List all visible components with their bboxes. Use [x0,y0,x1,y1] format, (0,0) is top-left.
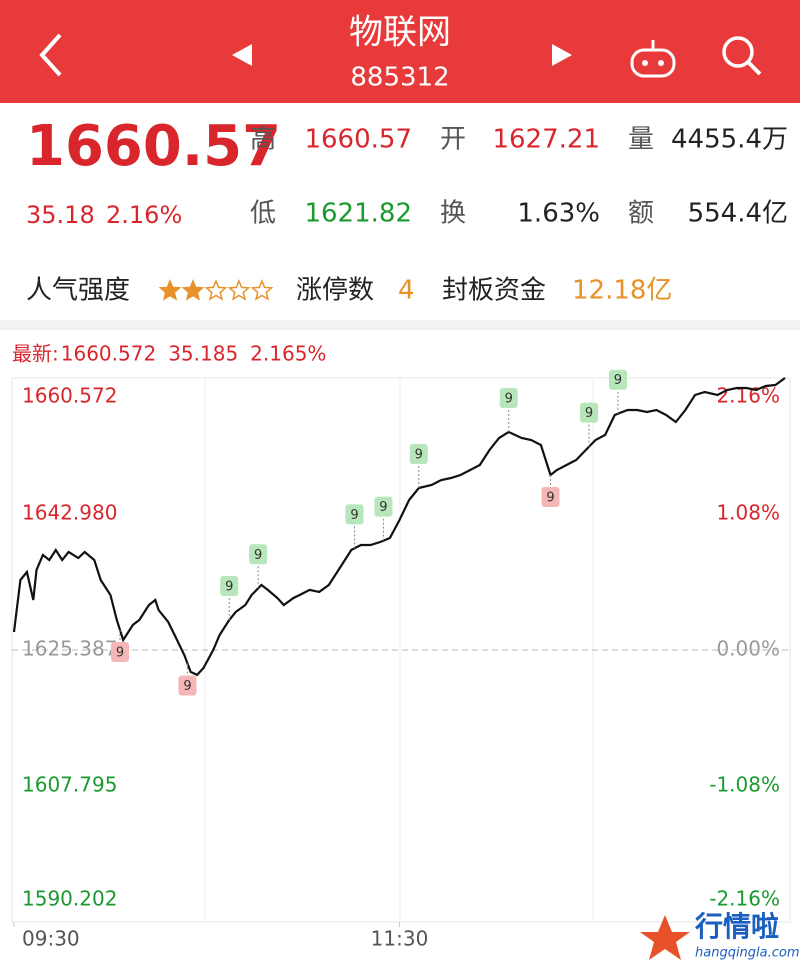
seal-fund-value: 12.18亿 [572,276,672,306]
star [181,279,205,301]
annotation-badge [374,496,393,517]
annotation-badge [345,504,364,525]
y2-tick-label: -1.08% [709,773,780,797]
stat-value: 1660.57 [304,125,412,155]
stat-value: 1.63% [517,199,600,229]
stat-label: 低 [250,199,276,229]
annotation-badge [608,369,627,390]
annotation-text: 9 [254,548,262,563]
stat-label: 量 [628,125,654,155]
star [158,279,182,301]
search-icon[interactable] [722,36,762,76]
stars [158,279,274,301]
latest-change: 35.185 [168,342,238,366]
latest-price: 1660.572 [61,342,156,366]
header-code: 885312 [350,63,449,93]
annotation-text: 9 [546,491,554,506]
watermark-name: 行情啦 [694,910,779,943]
annotation-text: 9 [585,406,593,421]
annotation-text: 9 [183,679,191,694]
annotation-badge [499,387,518,408]
next-button[interactable] [552,44,572,66]
stat-value: 1621.82 [304,199,412,229]
watermark-site: hangqingla.com [695,946,800,961]
annotation-badge [220,575,239,596]
latest-label: 最新: [12,342,59,366]
annotation-text: 9 [415,448,423,463]
x-tick-label: 09:30 [22,927,80,951]
annotation-badge [541,487,560,508]
annotation-text: 9 [116,645,124,660]
stats: 高 1660.57 开 1627.21 量 4455.4万低 1621.82 换 1.63% 额 5… [250,125,788,229]
stat-label: 换 [440,199,466,229]
star [250,279,274,301]
star [204,279,228,301]
y2-tick-label: 0.00% [716,637,780,661]
annotation-badge [580,402,599,423]
annotation-text: 9 [505,391,513,406]
y-tick-label: 1590.202 [22,887,117,911]
x-tick-label: 11:30 [371,927,429,951]
annotation-badge [249,544,268,565]
price: 1660.57 [26,114,281,179]
change-pct: 2.16% [106,201,182,229]
stat-label: 额 [628,199,654,229]
header-title: 物联网 [349,13,451,53]
annotation-badge [111,641,130,662]
robot-icon[interactable] [630,40,676,78]
y-tick-label: 1607.795 [22,772,117,796]
back-button[interactable] [39,33,62,77]
stat-label: 高 [250,125,276,155]
change: 35.18 [26,201,95,229]
watermark: 行情啦 hangqingla.com [640,910,800,961]
y-tick-label: 1625.387 [22,637,117,661]
seal-fund-label: 封板资金 [442,276,546,306]
annotation-text: 9 [225,579,233,594]
latest-info: 最新: 1660.572 35.185 2.165% [12,342,326,366]
annotation-badge [409,444,428,465]
price-line [12,377,786,677]
stat-value: 554.4亿 [688,199,788,229]
star [227,279,251,301]
limit-up-value: 4 [398,276,415,306]
annotation-text: 9 [379,500,387,515]
y2-tick-label: 2.16% [716,384,780,408]
stat-value: 4455.4万 [671,125,788,155]
annotation-text: 9 [614,373,622,388]
latest-pct: 2.165% [250,342,326,366]
y2-tick-label: 1.08% [716,501,780,525]
annotation-text: 9 [350,508,358,523]
y-tick-label: 1642.980 [22,500,117,524]
y-tick-label: 1660.572 [22,384,117,408]
y2-tick-label: -2.16% [709,887,780,911]
separator [0,320,800,330]
stat-label: 开 [440,125,466,155]
annotation-badge [178,675,197,696]
popularity-label: 人气强度 [26,276,130,306]
stat-value: 1627.21 [492,125,600,155]
chart: 2.16% 1660.572 1.08% 1642.980 0.00% 1625.387 -… [12,369,790,951]
prev-button[interactable] [232,44,252,66]
limit-up-label: 涨停数 [296,276,374,306]
